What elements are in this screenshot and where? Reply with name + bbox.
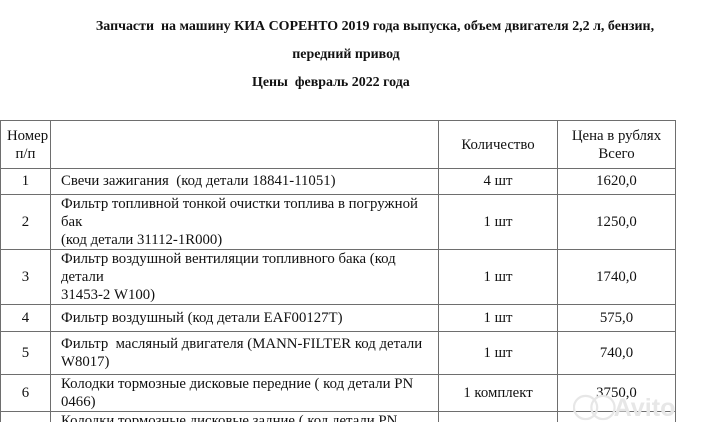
svg-text:Avito: Avito <box>614 394 676 422</box>
